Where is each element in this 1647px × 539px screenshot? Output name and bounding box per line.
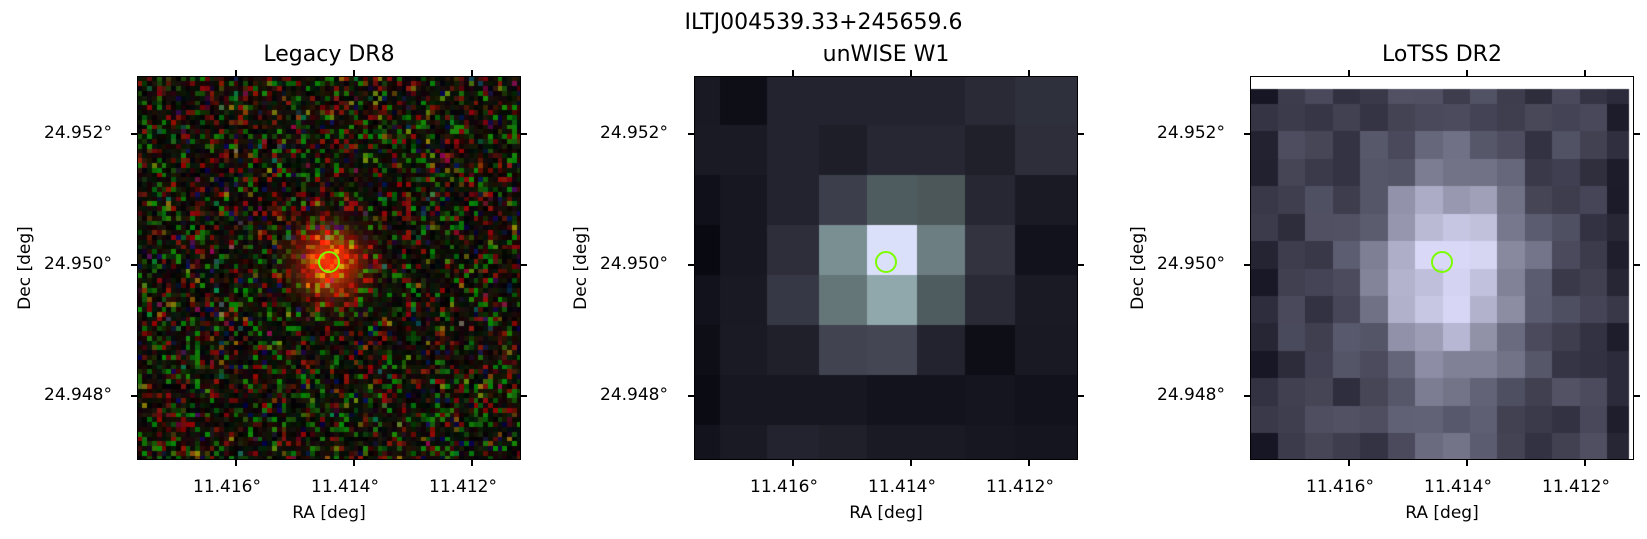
source-marker [1431, 251, 1453, 273]
source-marker [875, 251, 897, 273]
ytick-label: 24.948° [600, 385, 668, 405]
y-tick-mark [1078, 133, 1084, 135]
y-tick-mark [1244, 264, 1250, 266]
y-tick-mark [1634, 264, 1640, 266]
source-marker [318, 251, 340, 273]
xtick-label: 11.414° [1424, 477, 1492, 497]
xtick-label: 11.414° [311, 477, 379, 497]
y-tick-mark [131, 133, 137, 135]
x-axis-label: RA [deg] [292, 503, 366, 523]
x-tick-mark [353, 460, 355, 466]
x-tick-mark [1028, 460, 1030, 466]
y-axis-label: Dec [deg] [571, 226, 591, 310]
panel-title-lotss: LoTSS DR2 [1382, 42, 1502, 67]
xtick-label: 11.412° [986, 477, 1054, 497]
x-tick-mark [1466, 460, 1468, 466]
ytick-label: 24.948° [44, 385, 112, 405]
x-tick-mark [471, 460, 473, 466]
xtick-label: 11.416° [750, 477, 818, 497]
ytick-label: 24.950° [44, 254, 112, 274]
image-lotss [1250, 76, 1634, 460]
panel-title-legacy: Legacy DR8 [263, 42, 395, 67]
xtick-label: 11.416° [193, 477, 261, 497]
x-tick-mark [353, 70, 355, 76]
x-tick-mark [1584, 460, 1586, 466]
y-tick-mark [688, 264, 694, 266]
x-tick-mark [235, 70, 237, 76]
y-tick-mark [131, 264, 137, 266]
y-tick-mark [1078, 395, 1084, 397]
ytick-label: 24.948° [1157, 385, 1225, 405]
ytick-label: 24.950° [1157, 254, 1225, 274]
x-axis-label: RA [deg] [849, 503, 923, 523]
x-tick-mark [471, 70, 473, 76]
xtick-label: 11.416° [1306, 477, 1374, 497]
x-tick-mark [910, 460, 912, 466]
panel-title-unwise: unWISE W1 [822, 42, 950, 67]
y-tick-mark [1244, 395, 1250, 397]
x-axis-label: RA [deg] [1405, 503, 1479, 523]
y-axis-label: Dec [deg] [15, 226, 35, 310]
y-axis-label: Dec [deg] [1128, 226, 1148, 310]
y-tick-mark [1634, 395, 1640, 397]
image-legacy [137, 76, 521, 460]
y-tick-mark [688, 133, 694, 135]
x-tick-mark [1584, 70, 1586, 76]
xtick-label: 11.414° [868, 477, 936, 497]
ytick-label: 24.952° [600, 123, 668, 143]
y-tick-mark [688, 395, 694, 397]
x-tick-mark [235, 460, 237, 466]
x-tick-mark [1466, 70, 1468, 76]
x-tick-mark [910, 70, 912, 76]
x-tick-mark [1028, 70, 1030, 76]
ytick-label: 24.950° [600, 254, 668, 274]
ytick-label: 24.952° [1157, 123, 1225, 143]
x-tick-mark [1348, 460, 1350, 466]
x-tick-mark [792, 460, 794, 466]
x-tick-mark [1348, 70, 1350, 76]
y-tick-mark [1078, 264, 1084, 266]
x-tick-mark [792, 70, 794, 76]
y-tick-mark [1244, 133, 1250, 135]
xtick-label: 11.412° [1542, 477, 1610, 497]
ytick-label: 24.952° [44, 123, 112, 143]
figure-title: ILTJ004539.33+245659.6 [684, 10, 963, 35]
y-tick-mark [521, 133, 527, 135]
y-tick-mark [131, 395, 137, 397]
y-tick-mark [521, 395, 527, 397]
y-tick-mark [1634, 133, 1640, 135]
y-tick-mark [521, 264, 527, 266]
image-unwise [694, 76, 1078, 460]
xtick-label: 11.412° [429, 477, 497, 497]
